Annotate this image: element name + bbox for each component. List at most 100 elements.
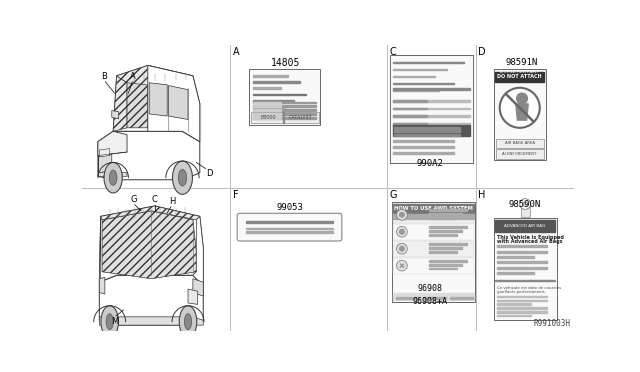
Text: 96908
96908+A: 96908 96908+A: [412, 284, 447, 306]
Bar: [495, 71, 545, 81]
Bar: [497, 251, 547, 253]
Bar: [253, 113, 316, 115]
Ellipse shape: [106, 314, 113, 330]
Bar: [495, 280, 555, 281]
Text: B: B: [102, 72, 108, 81]
Circle shape: [397, 243, 407, 254]
Bar: [390, 55, 473, 163]
Ellipse shape: [104, 163, 122, 193]
Bar: [253, 109, 316, 111]
Bar: [251, 112, 319, 123]
Bar: [493, 69, 546, 160]
Polygon shape: [98, 131, 127, 155]
Ellipse shape: [184, 314, 191, 330]
Text: G: G: [390, 190, 397, 200]
Bar: [393, 100, 470, 102]
Bar: [253, 75, 288, 77]
Bar: [497, 311, 547, 312]
Bar: [497, 267, 547, 269]
Bar: [393, 125, 470, 136]
Bar: [429, 209, 467, 211]
Polygon shape: [99, 171, 127, 176]
Bar: [253, 93, 307, 96]
Bar: [253, 102, 281, 103]
Circle shape: [397, 209, 407, 220]
Text: G: G: [131, 195, 137, 204]
Bar: [429, 230, 462, 232]
Text: M: M: [111, 317, 119, 326]
Polygon shape: [188, 289, 198, 304]
Bar: [253, 106, 281, 107]
Ellipse shape: [179, 169, 187, 186]
Polygon shape: [98, 131, 200, 180]
Bar: [429, 264, 462, 266]
Bar: [246, 231, 333, 232]
Bar: [393, 76, 435, 77]
Ellipse shape: [179, 306, 196, 338]
Bar: [497, 307, 547, 309]
Bar: [393, 83, 454, 84]
Bar: [393, 115, 470, 117]
Bar: [246, 228, 333, 230]
Text: AIR BAGE AREA: AIR BAGE AREA: [505, 141, 535, 145]
Circle shape: [520, 199, 531, 209]
Polygon shape: [148, 65, 200, 142]
Bar: [496, 139, 543, 148]
Circle shape: [523, 202, 527, 206]
Text: D: D: [478, 47, 486, 57]
Bar: [393, 123, 428, 125]
Circle shape: [516, 93, 527, 104]
Polygon shape: [193, 217, 204, 286]
Circle shape: [399, 230, 404, 234]
Bar: [393, 140, 454, 142]
Polygon shape: [102, 211, 196, 279]
Bar: [429, 226, 467, 228]
FancyBboxPatch shape: [237, 213, 342, 241]
Bar: [429, 234, 458, 235]
Text: C: C: [152, 195, 157, 204]
Polygon shape: [112, 110, 118, 119]
Polygon shape: [99, 148, 109, 157]
Bar: [246, 221, 333, 223]
Text: D: D: [206, 169, 213, 179]
Bar: [394, 207, 474, 223]
Bar: [493, 218, 557, 320]
Circle shape: [500, 88, 540, 128]
Bar: [497, 315, 531, 317]
Text: R991003H: R991003H: [534, 319, 570, 328]
Bar: [393, 69, 447, 70]
Text: AI ENFORCEMENT: AI ENFORCEMENT: [502, 152, 537, 156]
Bar: [429, 213, 462, 215]
Bar: [422, 297, 446, 299]
Bar: [394, 241, 474, 257]
Text: gonflants perfectionnels.: gonflants perfectionnels.: [497, 290, 545, 294]
Bar: [393, 146, 454, 148]
Bar: [394, 134, 460, 135]
Polygon shape: [99, 217, 100, 282]
Ellipse shape: [173, 161, 193, 194]
Bar: [429, 251, 458, 253]
Text: DO NOT ATTACH: DO NOT ATTACH: [497, 74, 542, 79]
Bar: [429, 260, 467, 262]
Bar: [393, 108, 470, 109]
Polygon shape: [99, 278, 105, 294]
Bar: [393, 88, 470, 90]
Bar: [429, 243, 467, 245]
Bar: [253, 100, 294, 102]
Bar: [497, 272, 534, 274]
Bar: [497, 303, 531, 305]
Bar: [495, 220, 555, 232]
Bar: [253, 81, 300, 83]
Bar: [250, 69, 320, 125]
Bar: [253, 106, 316, 107]
Text: 98591N: 98591N: [506, 58, 538, 67]
Bar: [253, 102, 316, 103]
Bar: [496, 150, 543, 158]
Ellipse shape: [101, 306, 118, 338]
Polygon shape: [99, 275, 204, 325]
Polygon shape: [149, 83, 167, 116]
Polygon shape: [516, 104, 528, 120]
Text: Ce vehicule est dote de coussins: Ce vehicule est dote de coussins: [497, 286, 561, 290]
Bar: [396, 297, 419, 299]
Circle shape: [399, 212, 404, 217]
